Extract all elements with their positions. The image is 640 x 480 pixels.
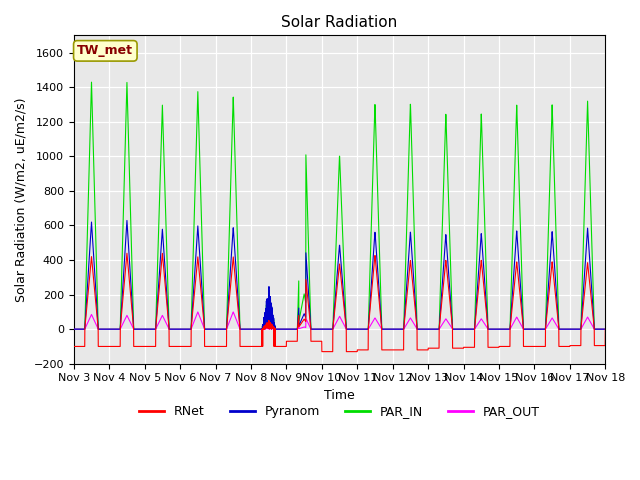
- PAR_OUT: [320, 326, 328, 332]
- Line: Pyranom: Pyranom: [74, 220, 605, 329]
- PAR_IN: [166, 326, 173, 332]
- PAR_OUT: [429, 326, 437, 332]
- Pyranom: [489, 326, 497, 332]
- Pyranom: [70, 326, 77, 332]
- PAR_IN: [601, 326, 609, 332]
- X-axis label: Time: Time: [324, 389, 355, 402]
- RNet: [320, 349, 328, 355]
- PAR_OUT: [489, 326, 497, 332]
- RNet: [429, 345, 437, 351]
- PAR_IN: [429, 326, 437, 332]
- PAR_IN: [88, 79, 95, 85]
- Y-axis label: Solar Radiation (W/m2, uE/m2/s): Solar Radiation (W/m2, uE/m2/s): [15, 97, 28, 302]
- PAR_IN: [459, 326, 467, 332]
- Pyranom: [459, 326, 467, 332]
- RNet: [489, 345, 497, 350]
- PAR_IN: [70, 326, 77, 332]
- RNet: [123, 251, 131, 256]
- RNet: [602, 326, 609, 332]
- PAR_OUT: [70, 326, 77, 332]
- Title: Solar Radiation: Solar Radiation: [282, 15, 397, 30]
- RNet: [70, 344, 77, 349]
- Legend: RNet, Pyranom, PAR_IN, PAR_OUT: RNet, Pyranom, PAR_IN, PAR_OUT: [134, 400, 545, 423]
- Line: RNet: RNet: [74, 253, 605, 352]
- PAR_OUT: [194, 309, 202, 315]
- Pyranom: [166, 326, 173, 332]
- Pyranom: [602, 326, 609, 332]
- PAR_IN: [602, 326, 609, 332]
- RNet: [166, 344, 173, 349]
- RNet: [601, 343, 609, 348]
- PAR_IN: [320, 326, 328, 332]
- Text: TW_met: TW_met: [77, 44, 133, 57]
- PAR_IN: [489, 326, 497, 332]
- Line: PAR_OUT: PAR_OUT: [74, 312, 605, 329]
- RNet: [459, 345, 467, 351]
- RNet: [318, 349, 326, 355]
- Line: PAR_IN: PAR_IN: [74, 82, 605, 329]
- Pyranom: [123, 217, 131, 223]
- PAR_OUT: [602, 326, 609, 332]
- PAR_OUT: [165, 326, 173, 332]
- PAR_OUT: [601, 326, 609, 332]
- Pyranom: [601, 326, 609, 332]
- Pyranom: [429, 326, 437, 332]
- PAR_OUT: [459, 326, 467, 332]
- Pyranom: [320, 326, 328, 332]
